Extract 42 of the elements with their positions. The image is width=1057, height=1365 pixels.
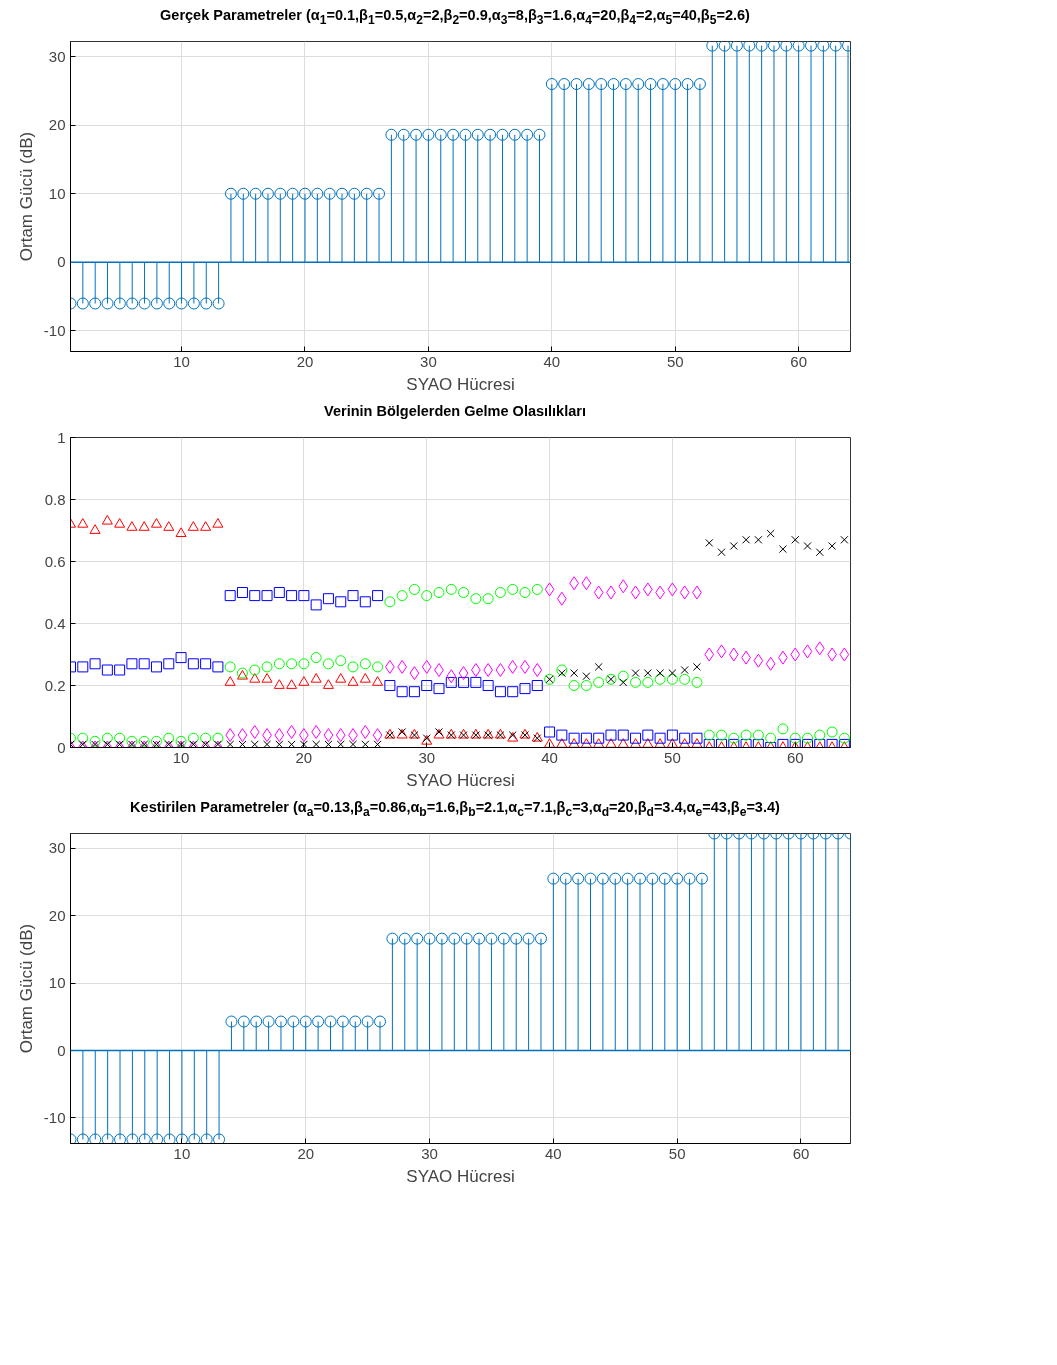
chart-title: Kestirilen Parametreler (α$_{a}$=0.13,β$_{a}$=0.86,α$_{b}$=1.6,β$_{b}$=2.1,α$_{c}$=7.1,β$_{c}$=3,α$_{d}$=20,β$_{d}$=3.4,α$_{e}$=43,β$_{e}$=3.4) [130,799,780,819]
x-tick-label: 40 [541,748,558,766]
chart-title: Gerçek Parametreler (α$_{1}$=0.1,β$_{1}$=0.5,α$_{2}$=2,β$_{2}$=0.9,α$_{3}$=8,β$_{3}$=1.6,α$_{4}$=20,β$_{4}$=2,α$_{5}$=40,β$_{5}$=2.6) [160,7,750,27]
y-tick-label: 0.4 [44,614,66,632]
y-tick-label: 1 [57,428,66,446]
x-tick-label: 30 [420,352,437,370]
y-tick-label: 30 [48,47,66,65]
x-tick-label: 60 [792,1144,810,1162]
y-tick-label: 0 [57,253,66,271]
y-tick-label: 10 [48,974,66,992]
x-tick-label: 20 [295,748,313,766]
x-axis-title: SYAO Hücresi [406,1166,515,1186]
x-tick-label: 50 [668,1144,686,1162]
chart-title: Verinin Bölgelerden Gelme Olasılıkları [323,402,587,421]
y-tick-label: 0 [57,738,66,756]
x-tick-label: 20 [296,352,314,370]
y-tick-label: -10 [43,321,66,339]
x-tick-label: 50 [666,352,684,370]
y-tick-label: 0.8 [44,490,66,508]
x-tick-label: 30 [418,748,436,766]
x-axis-title: SYAO Hücresi [406,770,515,790]
x-tick-label: 60 [786,748,804,766]
x-tick-label: 60 [790,352,808,370]
y-tick-label: -10 [43,1108,66,1126]
x-tick-label: 10 [173,1144,191,1162]
x-axis-title: SYAO Hücresi [406,374,515,394]
x-tick-label: 40 [545,1144,562,1162]
y-tick-label: 10 [48,184,66,202]
y-tick-label: 20 [48,906,66,924]
y-axis-title: Ortam Gücü (dB) [16,923,36,1054]
x-tick-label: 30 [421,1144,438,1162]
x-tick-label: 50 [664,748,681,766]
y-tick-label: 0.6 [44,552,66,570]
x-tick-label: 10 [172,748,190,766]
y-tick-label: 30 [48,839,66,857]
x-tick-label: 40 [543,352,561,370]
y-tick-label: 0.2 [44,676,66,694]
y-tick-label: 0 [57,1041,66,1059]
x-tick-label: 20 [297,1144,315,1162]
y-tick-label: 20 [48,116,66,134]
x-tick-label: 10 [173,352,190,370]
y-axis-title: Ortam Gücü (dB) [16,131,36,262]
